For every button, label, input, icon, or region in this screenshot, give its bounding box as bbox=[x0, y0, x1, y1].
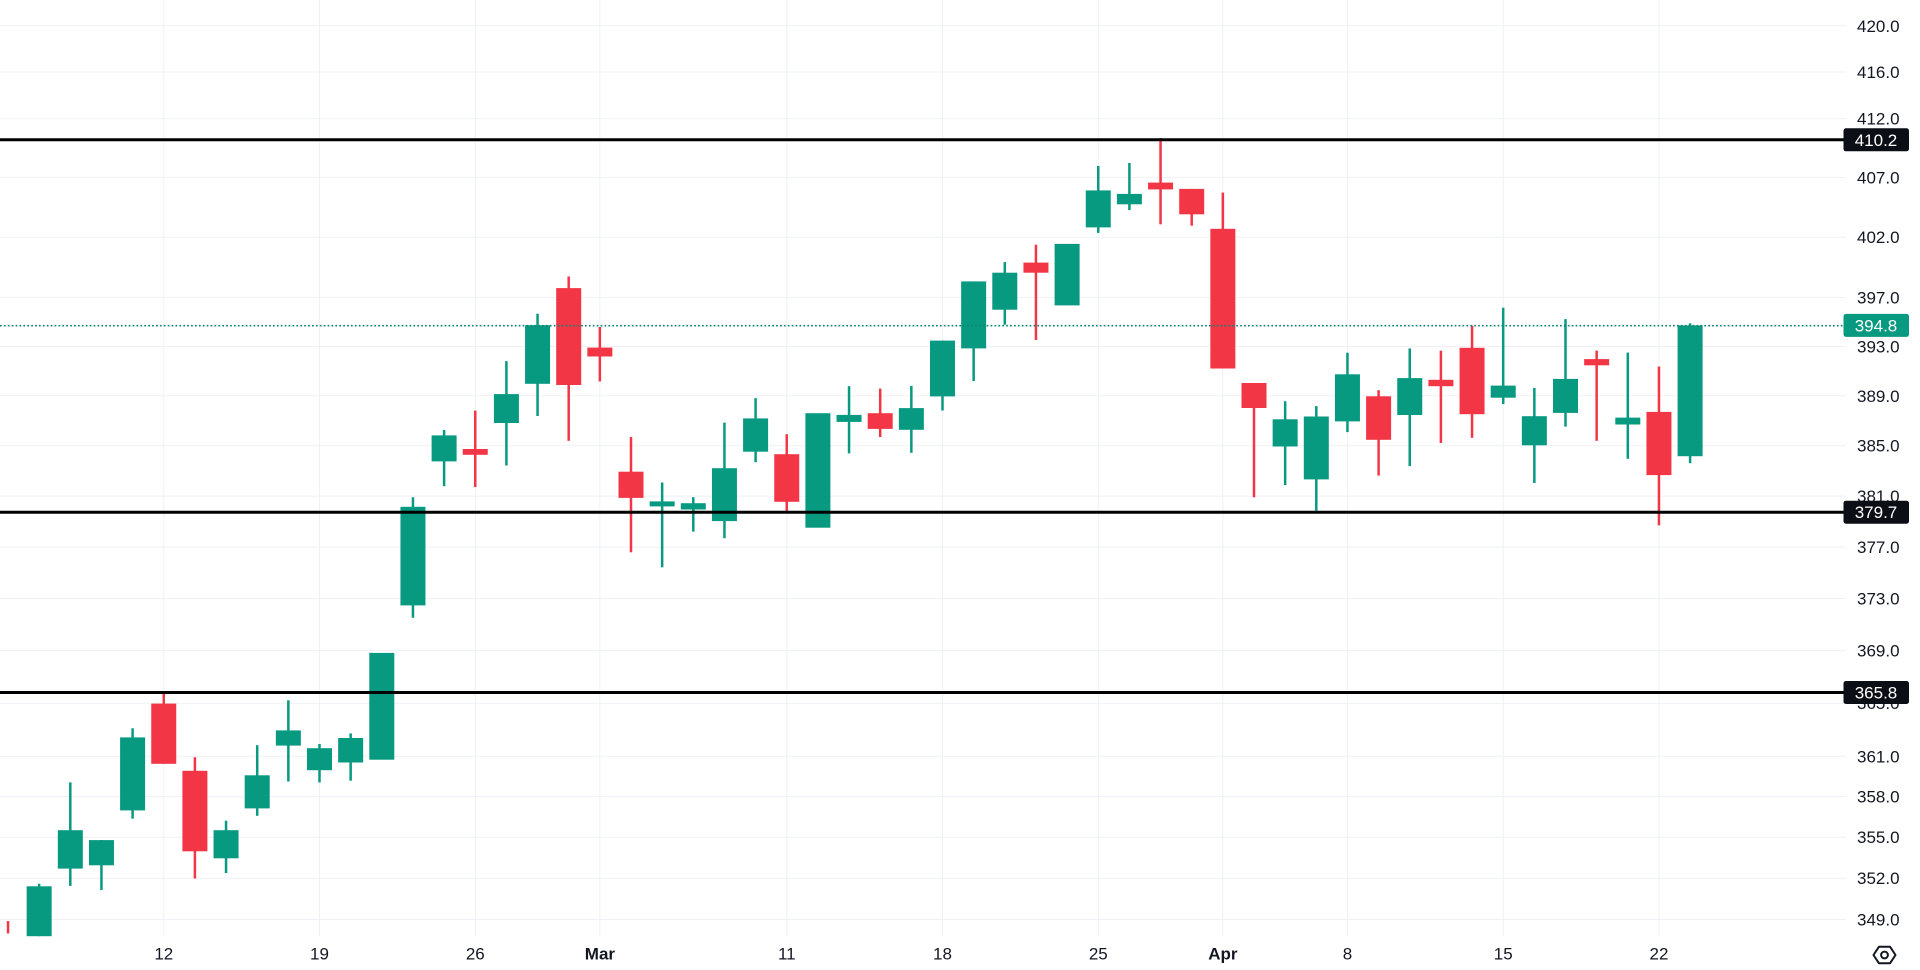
svg-text:18: 18 bbox=[933, 945, 952, 964]
svg-text:25: 25 bbox=[1089, 945, 1108, 964]
svg-text:410.2: 410.2 bbox=[1855, 131, 1898, 150]
svg-text:416.0: 416.0 bbox=[1857, 63, 1900, 82]
svg-text:393.0: 393.0 bbox=[1857, 338, 1900, 357]
svg-text:12: 12 bbox=[154, 945, 173, 964]
svg-text:358.0: 358.0 bbox=[1857, 788, 1900, 807]
svg-text:379.7: 379.7 bbox=[1855, 503, 1898, 522]
svg-text:420.0: 420.0 bbox=[1857, 17, 1900, 36]
svg-text:402.0: 402.0 bbox=[1857, 228, 1900, 247]
svg-text:365.8: 365.8 bbox=[1855, 684, 1898, 703]
svg-text:349.0: 349.0 bbox=[1857, 911, 1900, 930]
svg-text:389.0: 389.0 bbox=[1857, 387, 1900, 406]
svg-text:Mar: Mar bbox=[585, 945, 616, 964]
svg-text:373.0: 373.0 bbox=[1857, 590, 1900, 609]
svg-text:361.0: 361.0 bbox=[1857, 747, 1900, 766]
svg-text:355.0: 355.0 bbox=[1857, 828, 1900, 847]
svg-text:407.0: 407.0 bbox=[1857, 169, 1900, 188]
svg-text:397.0: 397.0 bbox=[1857, 289, 1900, 308]
svg-text:352.0: 352.0 bbox=[1857, 869, 1900, 888]
svg-text:412.0: 412.0 bbox=[1857, 110, 1900, 129]
svg-text:Apr: Apr bbox=[1208, 945, 1238, 964]
svg-text:26: 26 bbox=[466, 945, 485, 964]
svg-text:369.0: 369.0 bbox=[1857, 642, 1900, 661]
svg-text:22: 22 bbox=[1650, 945, 1669, 964]
svg-text:15: 15 bbox=[1494, 945, 1513, 964]
svg-text:385.0: 385.0 bbox=[1857, 437, 1900, 456]
svg-text:19: 19 bbox=[310, 945, 329, 964]
svg-text:8: 8 bbox=[1343, 945, 1352, 964]
svg-text:11: 11 bbox=[778, 945, 796, 964]
svg-text:377.0: 377.0 bbox=[1857, 538, 1900, 557]
svg-text:394.8: 394.8 bbox=[1855, 316, 1898, 335]
